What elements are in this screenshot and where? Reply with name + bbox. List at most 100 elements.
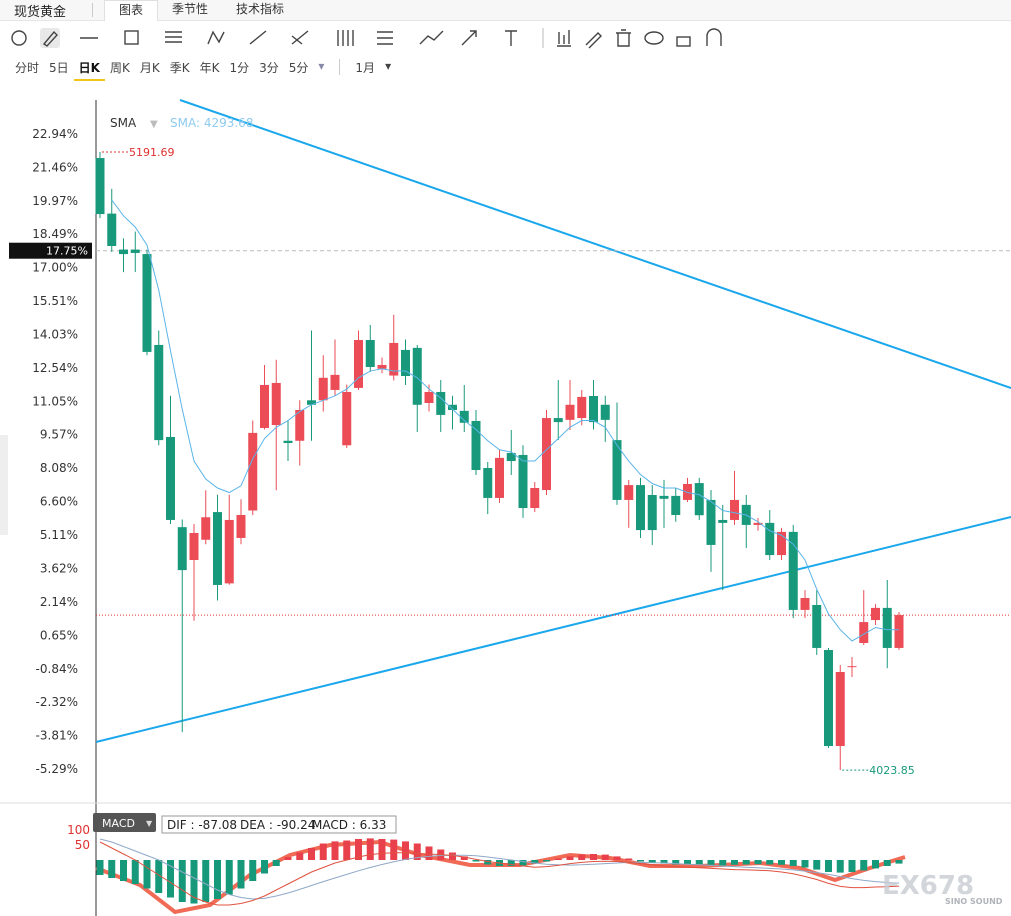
macd-bar <box>684 860 691 865</box>
interval[interactable]: 3分 <box>259 61 279 75</box>
macd-bar <box>355 839 362 860</box>
trend-line <box>95 516 1011 743</box>
interval[interactable]: 5分 <box>288 61 309 75</box>
candle-body <box>201 517 211 540</box>
macd-bar <box>543 860 550 862</box>
y-tick-label: 6.60% <box>40 495 78 509</box>
macd-bar <box>872 860 879 869</box>
high-label: 5191.69 <box>129 146 175 159</box>
tool-icon[interactable] <box>124 30 139 45</box>
y-tick-label: 15.51% <box>32 294 78 308</box>
candle-body <box>318 377 328 401</box>
candle-body <box>483 467 493 498</box>
candle-body <box>401 349 410 376</box>
candle-body <box>154 344 164 441</box>
tool-icon[interactable] <box>11 30 27 46</box>
interval[interactable]: 分时 <box>15 61 40 75</box>
macd-bar <box>143 860 151 889</box>
interval[interactable]: 月K <box>139 61 160 75</box>
candle-body <box>542 418 551 491</box>
macd-legend: DIF : -87.08 <box>167 818 237 832</box>
interval[interactable]: 周K <box>109 61 130 75</box>
candle-body <box>894 615 904 648</box>
tool-icon[interactable] <box>165 31 182 43</box>
tool-icon[interactable] <box>207 30 225 45</box>
macd-bar <box>778 860 785 865</box>
macd-bar <box>848 860 856 872</box>
interval[interactable]: 5日 <box>49 61 69 75</box>
interval[interactable]: 1分 <box>229 61 250 75</box>
side-handle[interactable] <box>0 435 8 535</box>
top-bar: 现货黄金 图表 季节性 技术指标 <box>0 0 1011 21</box>
dropdown-arrow[interactable]: ▾ <box>318 59 325 73</box>
dropdown-arrow[interactable]: ▾ <box>385 59 392 73</box>
spacer <box>0 56 10 82</box>
tab[interactable]: 图表 <box>104 0 159 21</box>
interval[interactable]: 年K <box>199 61 220 75</box>
tool-active-bg <box>40 28 60 48</box>
candle-body <box>765 522 775 556</box>
macd-bar <box>96 860 104 875</box>
y-tick-label: 8.08% <box>40 461 78 475</box>
separator <box>92 3 93 17</box>
y-tick-label: 21.46% <box>32 160 78 174</box>
macd-bar <box>225 860 233 895</box>
tool-icon[interactable] <box>461 30 477 46</box>
tool-icon[interactable] <box>585 32 602 49</box>
tool-icon[interactable] <box>616 29 631 47</box>
candle-body <box>495 457 504 498</box>
candle-body <box>236 515 246 538</box>
dea-line <box>99 838 900 900</box>
candle-body <box>459 410 469 423</box>
macd-title: MACD <box>102 817 135 830</box>
candle-body <box>518 454 528 509</box>
macd-bar <box>648 860 656 863</box>
macd-bar <box>813 860 821 870</box>
macd-bar <box>578 854 586 860</box>
tool-icon[interactable] <box>557 30 571 47</box>
range[interactable]: 1月 <box>355 61 376 75</box>
macd-bar <box>155 860 163 893</box>
tool-icon[interactable] <box>249 30 267 45</box>
macd-menu: ▼ <box>146 819 153 828</box>
candle-body <box>271 382 281 426</box>
crosshair-label-bg <box>9 242 92 259</box>
interval[interactable]: 季K <box>169 61 190 75</box>
candle-body <box>565 404 575 420</box>
tool-icon[interactable] <box>377 31 393 45</box>
candle-body <box>213 512 222 585</box>
tool-icon[interactable] <box>676 36 691 47</box>
macd-bar <box>413 843 421 860</box>
candle-body <box>659 495 669 499</box>
tool-icon[interactable] <box>505 30 517 46</box>
macd-bar <box>167 860 174 898</box>
candle-body <box>788 531 798 610</box>
y-tick-label: 22.94% <box>32 127 78 141</box>
tool-icon[interactable] <box>337 30 354 46</box>
tool-icon[interactable] <box>644 31 664 45</box>
candle-body <box>612 440 622 500</box>
candle-body <box>530 488 540 509</box>
tab[interactable]: 季节性 <box>172 2 209 16</box>
y-tick-label: 12.54% <box>32 361 78 375</box>
tool-icon[interactable] <box>706 28 722 46</box>
tool-icon[interactable] <box>291 30 309 45</box>
macd-bar <box>754 860 762 865</box>
candle-body <box>812 604 822 648</box>
tool-icon[interactable] <box>419 30 444 45</box>
interval[interactable]: 日K <box>73 56 105 81</box>
candle-body <box>142 254 152 352</box>
symbol: 现货黄金 <box>14 5 67 20</box>
candle-body <box>624 485 634 500</box>
macd-bar <box>390 839 398 860</box>
candle-body <box>248 432 258 511</box>
y-tick-label: 3.62% <box>40 562 78 576</box>
candle-body <box>730 499 739 520</box>
tool-icon[interactable] <box>42 30 58 47</box>
tab[interactable]: 技术指标 <box>236 2 285 16</box>
y-tick-label: 18.49% <box>32 227 78 241</box>
candle-body <box>636 485 645 531</box>
candle-body <box>448 404 457 410</box>
watermark: EX678 <box>882 871 974 901</box>
macd-bar <box>554 858 562 860</box>
